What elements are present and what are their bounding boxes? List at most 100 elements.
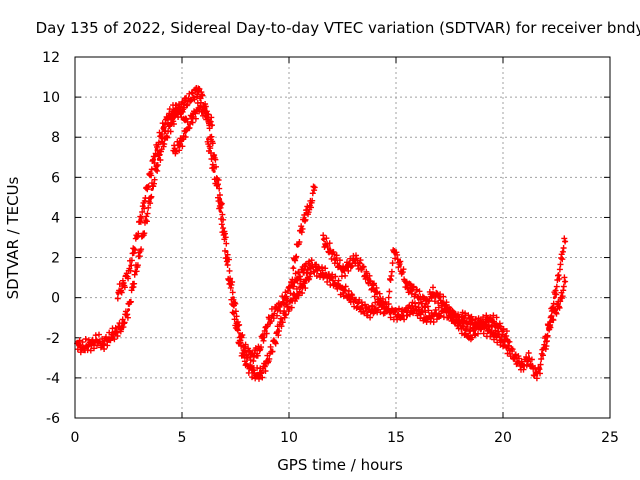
data-point <box>501 330 505 334</box>
data-point <box>270 348 274 352</box>
data-point <box>321 237 325 242</box>
data-point <box>276 306 280 310</box>
plus-markers <box>320 232 513 349</box>
data-point <box>443 304 447 308</box>
data-point <box>238 332 242 336</box>
data-point <box>144 219 148 224</box>
data-point <box>167 113 171 117</box>
series-secondary-peak-branch <box>170 99 215 157</box>
data-point <box>430 292 434 296</box>
data-point <box>308 203 312 208</box>
data-point <box>218 209 223 214</box>
data-point <box>263 364 268 368</box>
data-point <box>561 249 565 254</box>
data-point <box>527 356 531 360</box>
data-point <box>520 364 524 368</box>
data-point <box>129 263 133 268</box>
data-point <box>75 340 79 344</box>
x-tick-label: 5 <box>178 430 187 446</box>
data-point <box>182 101 186 105</box>
data-point <box>94 338 98 342</box>
data-point <box>251 354 255 358</box>
data-point <box>437 296 441 300</box>
data-point <box>161 127 165 131</box>
data-point <box>494 334 499 338</box>
data-point <box>469 334 473 338</box>
data-point <box>494 322 499 326</box>
data-point <box>334 257 338 262</box>
data-point <box>289 300 293 304</box>
plus-markers <box>290 183 318 272</box>
grid <box>75 57 610 418</box>
data-point <box>114 330 118 334</box>
data-point <box>244 350 248 354</box>
plot-area <box>74 85 569 382</box>
data-point <box>283 298 287 302</box>
data-point <box>563 239 567 244</box>
data-point <box>210 123 214 127</box>
data-point <box>302 282 306 286</box>
data-point <box>328 247 332 252</box>
data-point <box>507 340 512 344</box>
data-point <box>101 342 105 346</box>
data-point <box>137 253 141 258</box>
y-tick-label: 6 <box>51 170 60 186</box>
chart-title: Day 135 of 2022, Sidereal Day-to-day VTE… <box>36 19 640 37</box>
data-point <box>257 348 261 352</box>
data-point <box>295 292 300 296</box>
data-point <box>366 310 370 314</box>
data-point <box>456 322 460 326</box>
data-point <box>150 187 154 191</box>
data-point <box>212 169 216 173</box>
data-point <box>347 294 351 298</box>
data-point <box>392 312 396 316</box>
y-tick-label: 0 <box>51 291 60 307</box>
data-point <box>392 247 396 252</box>
data-point <box>203 111 208 115</box>
data-point <box>411 288 415 292</box>
data-point <box>537 368 541 372</box>
data-point <box>360 306 364 310</box>
data-point <box>552 296 556 300</box>
data-point <box>424 316 428 320</box>
data-point <box>212 153 216 157</box>
data-point <box>218 197 223 201</box>
data-point <box>84 344 88 348</box>
data-point <box>195 89 199 93</box>
data-point <box>514 356 518 360</box>
x-tick-label: 10 <box>280 430 298 446</box>
data-point <box>398 314 402 318</box>
data-point <box>291 265 295 270</box>
data-point <box>507 348 512 352</box>
data-point <box>171 149 176 153</box>
data-point <box>462 328 467 332</box>
series-final-rise <box>542 235 569 352</box>
data-point <box>206 137 210 141</box>
data-point <box>141 203 146 208</box>
data-point <box>188 97 193 101</box>
data-point <box>405 310 409 314</box>
data-point <box>308 263 312 268</box>
data-point <box>107 336 111 340</box>
data-point <box>304 211 308 216</box>
y-axis-title: SDTVAR / TECUs <box>4 176 22 299</box>
data-point <box>385 308 390 312</box>
data-point <box>178 143 182 147</box>
data-point <box>533 372 537 376</box>
data-point <box>154 147 158 151</box>
data-point <box>334 282 338 286</box>
data-point <box>244 362 248 366</box>
data-point <box>469 320 473 324</box>
data-point <box>379 300 383 304</box>
data-point <box>122 282 126 286</box>
data-point <box>328 276 332 280</box>
data-point <box>417 310 422 314</box>
y-tick-label: 8 <box>51 130 60 146</box>
data-point <box>559 298 563 302</box>
data-point <box>373 308 377 312</box>
data-point <box>231 296 235 300</box>
data-point <box>353 300 357 304</box>
data-point <box>116 292 120 296</box>
data-point <box>197 105 201 109</box>
